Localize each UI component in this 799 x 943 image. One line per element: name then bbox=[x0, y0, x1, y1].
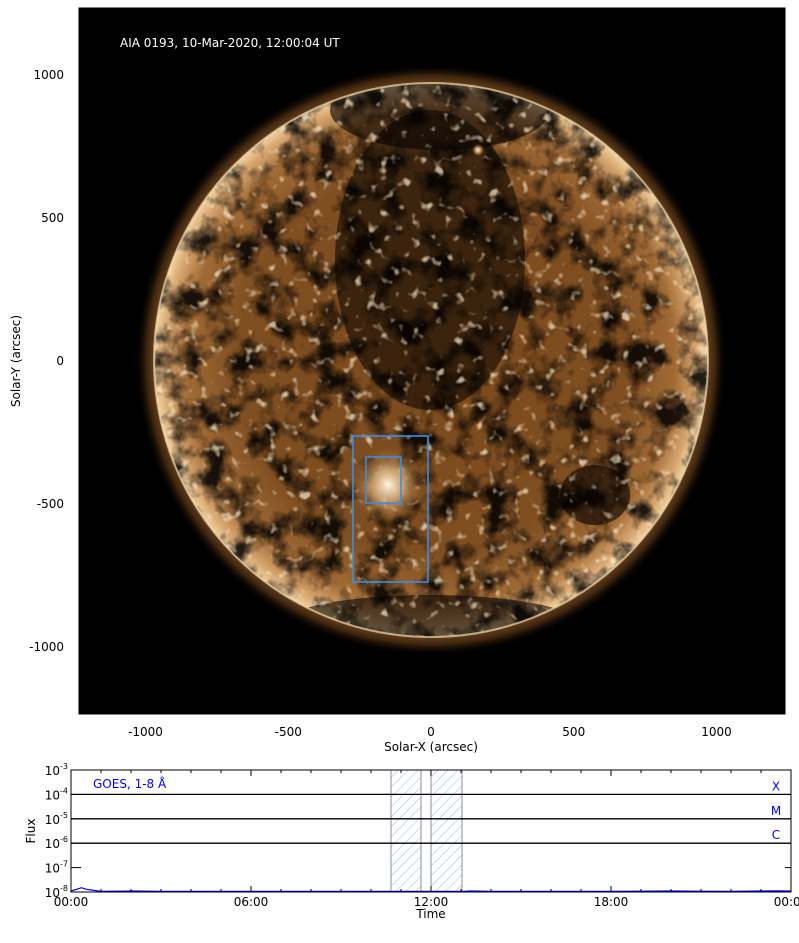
y-tick-label: 0 bbox=[56, 354, 64, 368]
goes-y-tick-labels: 10-3 10-4 10-5 10-6 10-7 10-8 bbox=[45, 762, 68, 900]
y-axis-label: Solar-Y (arcsec) bbox=[9, 315, 23, 407]
image-title: AIA 0193, 10-Mar-2020, 12:00:04 UT bbox=[120, 36, 340, 50]
goes-panel: XMC 10-3 10-4 10-5 10-6 10-7 10-8 00:00 06:00 1… bbox=[24, 762, 799, 921]
image-axis-ticks bbox=[79, 8, 785, 714]
flux-tick-label: 10-5 bbox=[45, 811, 68, 827]
flux-tick-label: 10-8 bbox=[45, 884, 68, 900]
time-tick-label: 12:00 bbox=[414, 895, 449, 909]
aia-image-panel: AIA 0193, 10-Mar-2020, 12:00:04 UT bbox=[79, 8, 785, 714]
flare-class-label: M bbox=[771, 804, 781, 818]
bright-points bbox=[154, 83, 708, 637]
flux-tick-label: 10-6 bbox=[45, 835, 68, 851]
goes-x-axis-label: Time bbox=[415, 907, 445, 921]
y-tick-label: 1000 bbox=[33, 68, 64, 82]
flare-class-lines: XMC bbox=[71, 779, 791, 844]
goes-axis-ticks bbox=[70, 770, 792, 892]
flux-tick-label: 10-3 bbox=[45, 762, 68, 778]
time-tick-label: 00:00 bbox=[54, 895, 89, 909]
y-tick-label: -1000 bbox=[29, 640, 64, 654]
x-tick-label: 1000 bbox=[701, 725, 732, 739]
large-roi-box[interactable] bbox=[352, 435, 429, 583]
goes-y-axis-label: Flux bbox=[24, 819, 38, 844]
time-tick-label: 18:00 bbox=[594, 895, 629, 909]
flux-tick-label: 10-4 bbox=[45, 786, 68, 802]
x-axis-label: Solar-X (arcsec) bbox=[384, 740, 478, 754]
x-tick-label: 0 bbox=[427, 725, 435, 739]
shaded-interval bbox=[430, 769, 463, 893]
shaded-interval bbox=[390, 769, 422, 893]
active-region bbox=[353, 447, 423, 523]
flare-class-label: X bbox=[772, 779, 780, 793]
y-tick-label: 500 bbox=[41, 211, 64, 225]
time-tick-label: 06:00 bbox=[234, 895, 269, 909]
flare-class-label: C bbox=[772, 828, 780, 842]
y-tick-label: -500 bbox=[37, 497, 64, 511]
image-y-tick-labels: 1000 500 0 -500 -1000 bbox=[29, 68, 64, 654]
x-tick-label: 500 bbox=[562, 725, 585, 739]
solar-limb bbox=[153, 82, 709, 638]
goes-legend: GOES, 1-8 Å bbox=[93, 776, 167, 791]
small-roi-box[interactable] bbox=[365, 456, 402, 504]
bright-point bbox=[472, 144, 484, 156]
goes-x-tick-labels: 00:00 06:00 12:00 18:00 00:00 bbox=[54, 895, 799, 909]
x-tick-label: -500 bbox=[275, 725, 302, 739]
x-tick-label: -1000 bbox=[128, 725, 163, 739]
flux-tick-label: 10-7 bbox=[45, 860, 68, 876]
image-x-tick-labels: -1000 -500 0 500 1000 bbox=[128, 725, 732, 739]
shaded-intervals bbox=[390, 769, 463, 893]
time-tick-label: 00:00 bbox=[774, 895, 799, 909]
